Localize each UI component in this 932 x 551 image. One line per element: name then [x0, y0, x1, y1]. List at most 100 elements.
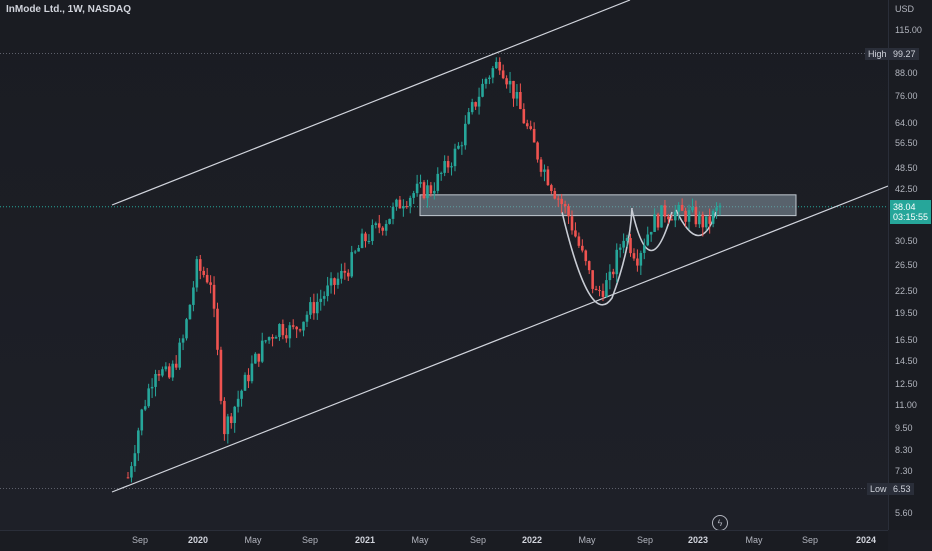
- candle-body: [464, 123, 467, 146]
- price-tick: 56.50: [895, 138, 918, 148]
- time-tick: Sep: [636, 535, 654, 545]
- candle-body: [577, 236, 581, 246]
- candle-body: [550, 185, 553, 191]
- candle-body: [553, 190, 557, 199]
- candle-body: [677, 205, 680, 212]
- candle-body: [450, 166, 453, 168]
- candle-body: [219, 349, 223, 401]
- price-chart[interactable]: [0, 0, 888, 530]
- chart-area[interactable]: InMode Ltd., 1W, NASDAQ ϟ: [0, 0, 888, 531]
- price-tick: 9.50: [895, 423, 913, 433]
- candle-body: [209, 282, 212, 285]
- candle-body: [150, 386, 154, 389]
- candle-body: [460, 145, 464, 147]
- high-label: High: [865, 48, 890, 60]
- candle-body: [174, 363, 178, 368]
- candle-body: [505, 78, 508, 85]
- time-tick: 2023: [687, 535, 709, 545]
- candle-body: [302, 321, 305, 331]
- candle-body: [591, 270, 594, 289]
- candle-body: [718, 205, 722, 208]
- candle-body: [636, 258, 639, 266]
- candle-body: [574, 230, 577, 237]
- candle-body: [350, 252, 354, 277]
- candle-body: [687, 210, 691, 222]
- candle-body: [233, 406, 236, 424]
- price-tick: 48.50: [895, 163, 918, 173]
- low-label-text: Low: [870, 484, 887, 494]
- countdown-text: 03:15:55: [893, 212, 929, 222]
- candle-body: [343, 270, 347, 273]
- time-tick: Sep: [469, 535, 487, 545]
- price-axis[interactable]: USD 115.00 88.00 76.00 64.00 56.50 48.50 42.50…: [888, 0, 932, 530]
- time-tick: 2024: [855, 535, 877, 545]
- price-tick: 64.00: [895, 118, 918, 128]
- candle-body: [364, 233, 367, 242]
- candle-body: [453, 148, 457, 167]
- candle-body: [715, 207, 718, 211]
- candle-body: [570, 216, 574, 231]
- price-tick: 14.50: [895, 356, 918, 366]
- candle-body: [684, 210, 687, 222]
- time-tick: Sep: [301, 535, 319, 545]
- candle-body: [247, 374, 250, 382]
- candle-body: [309, 302, 312, 315]
- price-tick: 30.50: [895, 236, 918, 246]
- last-price-badge: 38.04 03:15:55: [890, 200, 932, 224]
- candle-body: [632, 253, 636, 259]
- candle-body: [429, 185, 433, 194]
- flash-icon[interactable]: ϟ: [712, 515, 728, 531]
- price-tick: 7.30: [895, 466, 913, 476]
- candle-body: [329, 278, 333, 286]
- high-label-text: High: [868, 49, 887, 59]
- candle-body: [694, 206, 698, 225]
- candle-body: [298, 329, 302, 331]
- candle-body: [360, 233, 364, 248]
- candle-body: [229, 416, 233, 424]
- candle-body: [419, 182, 422, 184]
- lower-channel-line: [111, 185, 888, 493]
- candle-body: [546, 169, 550, 186]
- candle-body: [405, 206, 409, 208]
- candle-body: [274, 336, 278, 339]
- candle-body: [446, 161, 450, 168]
- candle-body: [367, 241, 371, 243]
- candle-body: [680, 205, 684, 211]
- candle-body: [646, 234, 650, 246]
- candle-body: [474, 102, 477, 107]
- candle-body: [326, 285, 329, 297]
- candle-body: [494, 61, 498, 69]
- candle-body: [260, 340, 264, 362]
- price-tick: 26.50: [895, 260, 918, 270]
- candle-body: [333, 278, 336, 285]
- candle-body: [291, 325, 295, 327]
- candle-body: [618, 247, 622, 250]
- low-value-text: 6.53: [893, 484, 911, 494]
- candle-body: [240, 390, 243, 399]
- candle-body: [353, 251, 357, 253]
- price-tick: 5.60: [895, 508, 913, 518]
- candle-body: [622, 240, 625, 248]
- candle-body: [267, 337, 271, 341]
- candle-body: [608, 271, 612, 281]
- candle-body: [185, 319, 188, 339]
- candle-body: [236, 398, 240, 407]
- last-price-text: 38.04: [893, 202, 916, 212]
- candle-body: [143, 406, 147, 410]
- candle-body: [567, 206, 570, 217]
- candle-body: [501, 70, 505, 79]
- time-axis[interactable]: Sep 2020 May Sep 2021 May Sep 2022 May Sep 2023 May…: [0, 530, 888, 551]
- candle-body: [653, 214, 656, 232]
- symbol-title: InMode Ltd., 1W, NASDAQ: [6, 4, 131, 15]
- candle-body: [133, 453, 137, 467]
- upper-channel-line: [111, 0, 631, 206]
- candle-body: [667, 216, 670, 220]
- candle-body: [357, 247, 360, 252]
- candle-body: [605, 280, 608, 297]
- candle-body: [377, 223, 381, 228]
- candle-body: [525, 123, 529, 127]
- candle-body: [305, 314, 309, 322]
- candle-body: [288, 325, 292, 339]
- candle-body: [426, 185, 429, 199]
- candle-body: [168, 366, 171, 378]
